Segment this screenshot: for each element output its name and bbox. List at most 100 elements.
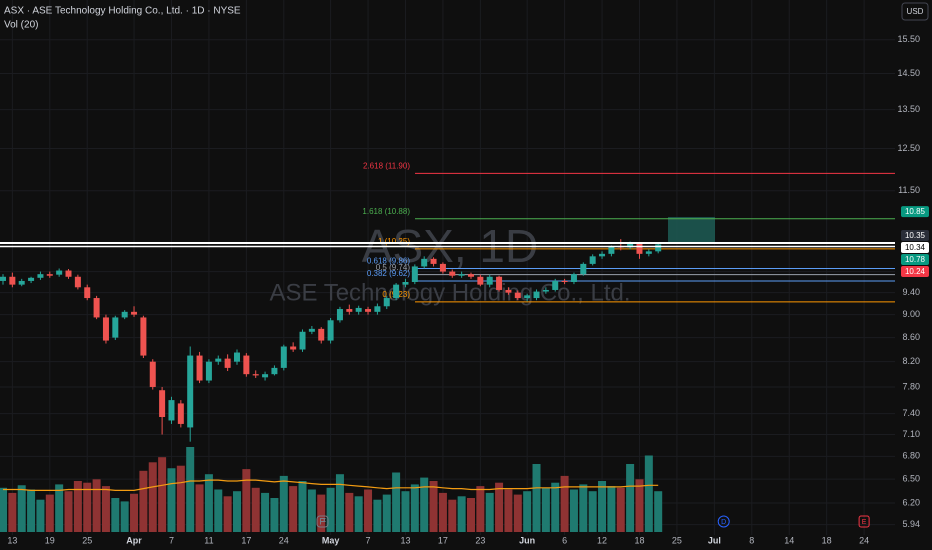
x-tick-label: 24 [279,535,289,545]
price-badge [901,206,929,218]
price-badge-label: 10.78 [905,255,926,264]
volume-bar [279,475,288,532]
grid [0,0,895,535]
x-tick-label: Jul [708,535,721,545]
price-badge [901,229,929,241]
price-badge-label: 10.24 [905,267,926,276]
candle-body [65,270,72,277]
volume-bar [588,491,597,532]
volume-bar [270,498,279,532]
x-tick-label: 17 [241,535,251,545]
candle-body [458,274,465,276]
candle-body [299,331,306,350]
candle-body [159,390,166,418]
y-tick-label: 6.50 [902,474,920,484]
volume-bar [598,481,607,532]
y-tick-label: 6.20 [902,497,920,507]
fib-label: 1.618 (10.88) [362,207,410,216]
position-box [668,217,715,243]
volume-bar [92,479,101,532]
y-tick-label: 9.00 [902,309,920,319]
volume-bar [223,496,232,532]
volume-bar [541,487,550,532]
volume-bar [354,496,363,532]
price-badge [901,265,929,277]
volume-bar [579,484,588,532]
candle-body [233,352,240,362]
candle-body [439,263,446,272]
candle-body [196,355,203,381]
event-marker [717,515,730,528]
volume-bar [120,501,129,532]
y-tick-label: 15.50 [897,34,920,44]
volume-bar [298,481,307,532]
volume-bar [204,474,213,532]
volume-bar [64,491,73,532]
price-badge-label: 10.85 [905,207,926,216]
candle-body [102,317,109,341]
volume-bar [307,489,316,532]
y-tick-label: 14.50 [897,68,920,78]
candle-body [56,270,63,275]
volume-bar [560,475,569,532]
volume-bar [0,487,7,532]
candle-body [280,346,287,368]
volume-bar [242,469,251,532]
y-tick-label: 13.50 [897,104,920,114]
volume-bar [36,499,45,532]
candle-body [252,374,259,376]
price-badge-label: 10.34 [905,243,926,252]
volume-bar [635,479,644,532]
event-label: D [721,519,726,526]
volume-bar [410,484,419,532]
y-tick-label: 7.10 [902,429,920,439]
candle-body [449,271,456,276]
volume-bar [261,492,270,532]
candle-body [514,292,521,299]
volume-bar [45,494,54,532]
volume-bar [523,491,532,532]
x-tick-label: 19 [45,535,55,545]
candle-body [0,276,6,281]
candle-body [561,280,568,283]
volume-bar [289,486,298,532]
fib-label: 2.618 (11.90) [363,162,410,171]
candle-body [37,274,44,278]
candle-body [327,320,334,341]
x-tick-label: 25 [672,535,682,545]
volume-bar [326,487,335,532]
currency-button[interactable] [901,2,929,21]
candle-body [524,295,531,299]
x-tick-label: May [322,535,340,545]
x-tick-label: 14 [784,535,794,545]
volume-bar [626,464,635,532]
volume-bar [513,494,522,532]
candle-body [393,284,400,299]
price-badge [901,241,929,253]
candle-body [336,309,343,321]
candle-body [365,309,372,312]
candle-body [467,274,474,277]
candle-body [580,263,587,275]
x-tick-label: 12 [597,535,607,545]
volume-bar [176,465,185,532]
candle-body [28,277,35,281]
candle-body [18,280,25,285]
x-tick-label: Apr [126,535,142,545]
x-tick-label: 23 [475,535,485,545]
volume-bar [148,462,157,532]
candle-body [308,328,315,332]
x-tick-label: Jun [519,535,535,545]
volume-bar [130,493,139,532]
y-tick-label: 7.80 [902,381,920,391]
volume-bar [495,482,504,532]
candle-body [552,280,559,290]
volume-bar [27,489,36,532]
candle-body [187,355,194,428]
volume-bar [335,474,344,532]
candle-body [608,246,615,254]
volume-bar [232,491,241,532]
candle-body [589,256,596,264]
volume-bar [457,496,466,532]
